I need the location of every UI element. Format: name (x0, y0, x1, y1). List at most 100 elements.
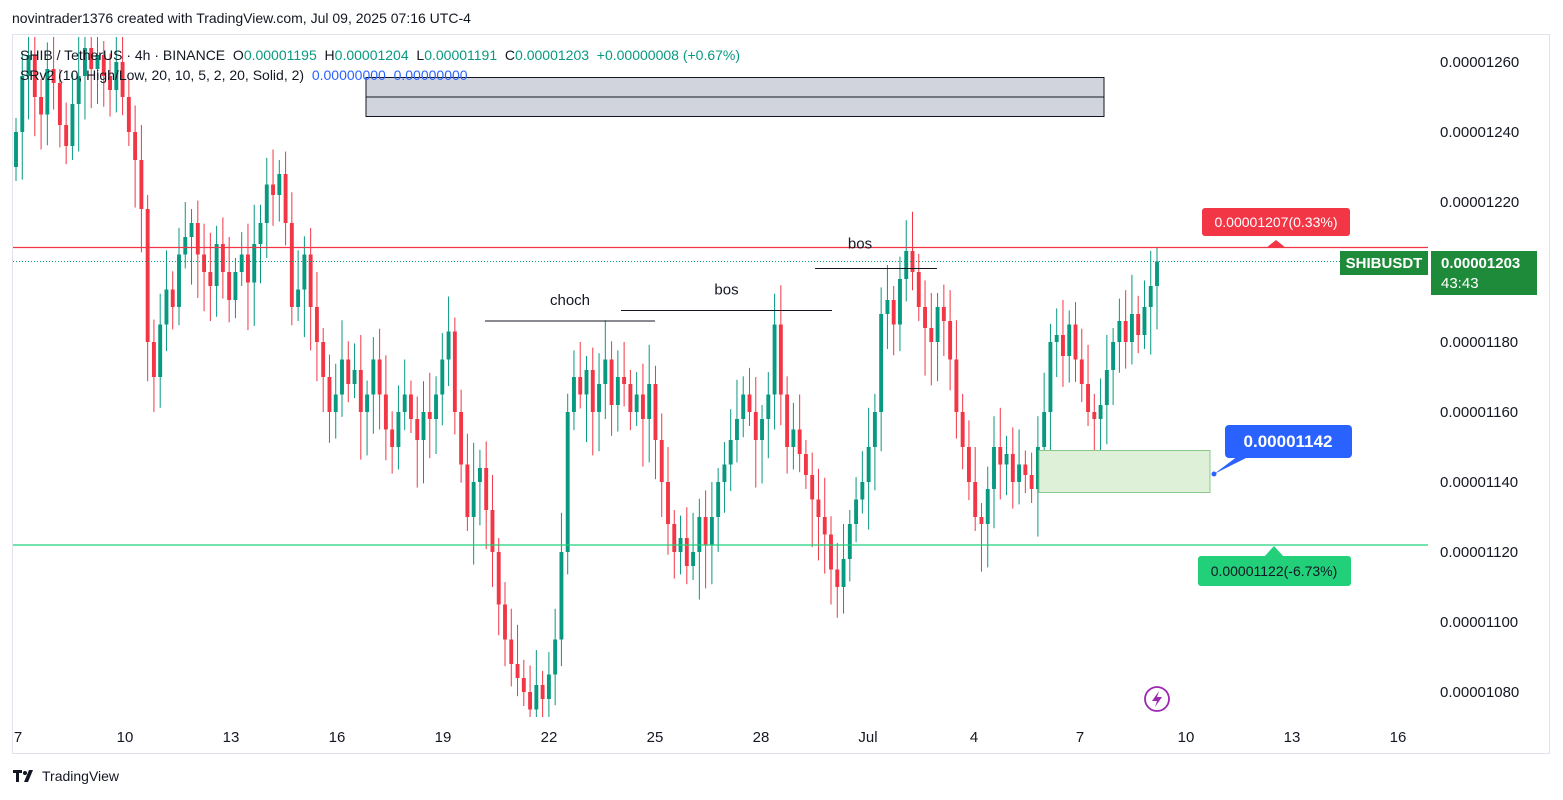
candle (785, 376, 790, 474)
candle-body (803, 454, 808, 475)
candle (954, 320, 959, 439)
legend-symbol[interactable]: SHIB / TetherUS · 4h · BINANCE (20, 47, 226, 63)
legend-high: 0.00001204 (334, 47, 409, 63)
candle-body (314, 307, 319, 342)
candle (390, 411, 395, 474)
candle-body (1067, 324, 1072, 356)
candle (1054, 308, 1059, 377)
candle (1079, 328, 1084, 403)
candle-body (929, 328, 934, 342)
candle (289, 192, 294, 326)
candle-body (1155, 261, 1159, 286)
candle (916, 253, 921, 321)
candle-body (1054, 335, 1059, 342)
candle-body (139, 160, 144, 209)
candle (108, 53, 112, 117)
x-tick-label: 25 (647, 729, 664, 746)
x-tick-label: 19 (435, 729, 452, 746)
candle (941, 284, 946, 356)
candle-body (716, 482, 721, 517)
candle (666, 447, 670, 555)
footer-brand[interactable]: TradingView (12, 768, 119, 784)
candle-body (70, 104, 75, 146)
y-tick-label: 0.00001240 (1440, 124, 1519, 141)
entry-callout-text: 0.00001142 (1244, 432, 1333, 451)
candle (32, 37, 37, 137)
tradingview-logo-icon (13, 770, 33, 782)
legend-open: 0.00001195 (243, 47, 317, 63)
target-label-box (1202, 208, 1350, 236)
candle-body (133, 132, 138, 160)
candle-body (691, 552, 696, 566)
x-tick-label: 7 (1076, 729, 1084, 746)
candle (578, 342, 583, 409)
y-tick-label: 0.00001220 (1440, 194, 1519, 211)
candle-body (973, 482, 978, 517)
candle (866, 407, 871, 530)
entry-callout-box (1225, 425, 1352, 458)
candle (546, 652, 551, 717)
candle-body (1023, 464, 1028, 475)
candle-body (289, 223, 294, 307)
candle (195, 200, 200, 298)
candle (358, 335, 363, 460)
candle-body (346, 359, 351, 384)
candle (158, 293, 163, 408)
candle (277, 160, 282, 222)
candle-body (1004, 454, 1009, 465)
candle-body (503, 604, 507, 640)
candle (114, 37, 119, 113)
legend-close: 0.00001203 (515, 47, 590, 63)
candle-body (421, 412, 426, 440)
candle (960, 393, 965, 470)
y-tick-label: 0.00001100 (1440, 614, 1518, 631)
candle (1048, 323, 1053, 452)
candle (26, 37, 31, 120)
candle (772, 293, 777, 430)
candle (51, 37, 56, 110)
annotation-label-2: bos (848, 236, 872, 253)
candle (208, 232, 213, 321)
candle-body (20, 76, 25, 132)
candle (1010, 427, 1015, 509)
candle-body (615, 377, 620, 405)
candle-body (465, 464, 470, 517)
candle (847, 510, 852, 582)
legend-change: +0.00000008 (+0.67%) (596, 47, 741, 63)
legend-indicator[interactable]: SRv2 (10, High/Low, 20, 10, 5, 2, 20, So… (20, 67, 305, 83)
candle (992, 416, 996, 529)
candle-body (841, 559, 846, 587)
candle-body (365, 394, 370, 412)
candle-body (208, 272, 213, 286)
candle-body (546, 674, 551, 699)
candle-body (760, 419, 764, 440)
candle (57, 69, 62, 148)
price-badge-box (1431, 251, 1537, 295)
candle-body (459, 412, 464, 465)
candle (659, 413, 664, 517)
candle-body (277, 174, 282, 195)
candle (879, 287, 884, 452)
candle (477, 449, 482, 526)
candle-body (202, 254, 207, 272)
candle-body (1148, 286, 1153, 307)
candle-body (659, 440, 664, 482)
lightning-icon-bolt (1152, 691, 1162, 707)
legend-indicator-row: SRv2 (10, High/Low, 20, 10, 5, 2, 20, So… (20, 65, 740, 85)
candle (1086, 344, 1090, 426)
candle (998, 407, 1003, 500)
candle (766, 372, 771, 459)
candle (791, 402, 796, 470)
candle-body (992, 447, 996, 489)
candle-body (170, 289, 175, 307)
candle (1098, 378, 1103, 463)
y-tick-label: 0.00001260 (1440, 54, 1519, 71)
candle-body (308, 254, 313, 307)
candle (622, 342, 627, 407)
candle (383, 355, 388, 461)
candle-body (1086, 384, 1090, 412)
candle (415, 396, 420, 488)
candlestick-series (14, 37, 1159, 717)
candle (296, 250, 301, 321)
